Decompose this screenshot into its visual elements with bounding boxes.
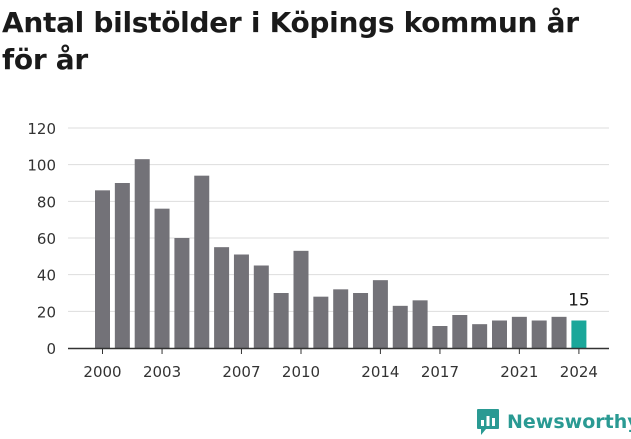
bar-2004: [174, 238, 190, 348]
y-tick-label: 40: [37, 267, 56, 285]
bar-2024: [571, 320, 587, 348]
bar-2021: [511, 316, 527, 348]
bar-2008: [253, 265, 269, 348]
x-tick-label: 2021: [500, 363, 538, 381]
y-tick-label: 120: [27, 120, 56, 138]
y-tick-label: 20: [37, 303, 56, 321]
x-tick-label: 2010: [282, 363, 320, 381]
bars: [95, 159, 587, 348]
bar-2002: [134, 159, 150, 348]
x-tick-label: 2000: [83, 363, 121, 381]
bar-2011: [313, 296, 329, 348]
highlight-value-label: 15: [568, 291, 590, 311]
y-tick-label: 100: [27, 157, 56, 175]
bar-2023: [551, 316, 567, 348]
bar-2022: [531, 320, 547, 348]
bar-2012: [333, 289, 349, 348]
bar-2006: [214, 247, 230, 348]
bar-2019: [472, 324, 488, 348]
annotations: 15: [568, 291, 590, 311]
x-tick-label: 2017: [421, 363, 459, 381]
bar-2005: [194, 175, 210, 348]
chart-title: Antal bilstölder i Köpings kommun år för…: [2, 6, 579, 76]
bar-2010: [293, 250, 309, 348]
y-tick-label: 0: [46, 340, 56, 358]
bar-2000: [95, 190, 110, 348]
y-tick-label: 60: [37, 230, 56, 248]
x-axis-ticks: 2000 2003 2007 2010 2014 2017 2021 2024: [83, 348, 598, 381]
bar-2003: [154, 208, 170, 348]
x-tick-label: 2003: [143, 363, 181, 381]
x-tick-label: 2014: [361, 363, 399, 381]
bar-2015: [392, 305, 408, 348]
brand-name: Newsworthy: [507, 411, 631, 433]
x-tick-label: 2007: [222, 363, 260, 381]
y-axis-ticks: 0 20 40 60 80 100 120: [27, 120, 56, 358]
bar-2009: [273, 293, 289, 348]
bar-2007: [233, 254, 249, 348]
x-tick-label: 2024: [560, 363, 598, 381]
bar-2016: [412, 300, 428, 348]
bar-2013: [353, 293, 369, 348]
y-tick-label: 80: [37, 193, 56, 211]
bar-2017: [432, 326, 448, 348]
bar-2014: [372, 280, 388, 348]
bar-chart-speech-bubble-icon: [477, 409, 499, 435]
bar-2020: [492, 320, 507, 348]
bar-2001: [114, 183, 130, 348]
newsworthy-logo: Newsworthy: [476, 408, 631, 436]
bar-2018: [452, 315, 468, 348]
